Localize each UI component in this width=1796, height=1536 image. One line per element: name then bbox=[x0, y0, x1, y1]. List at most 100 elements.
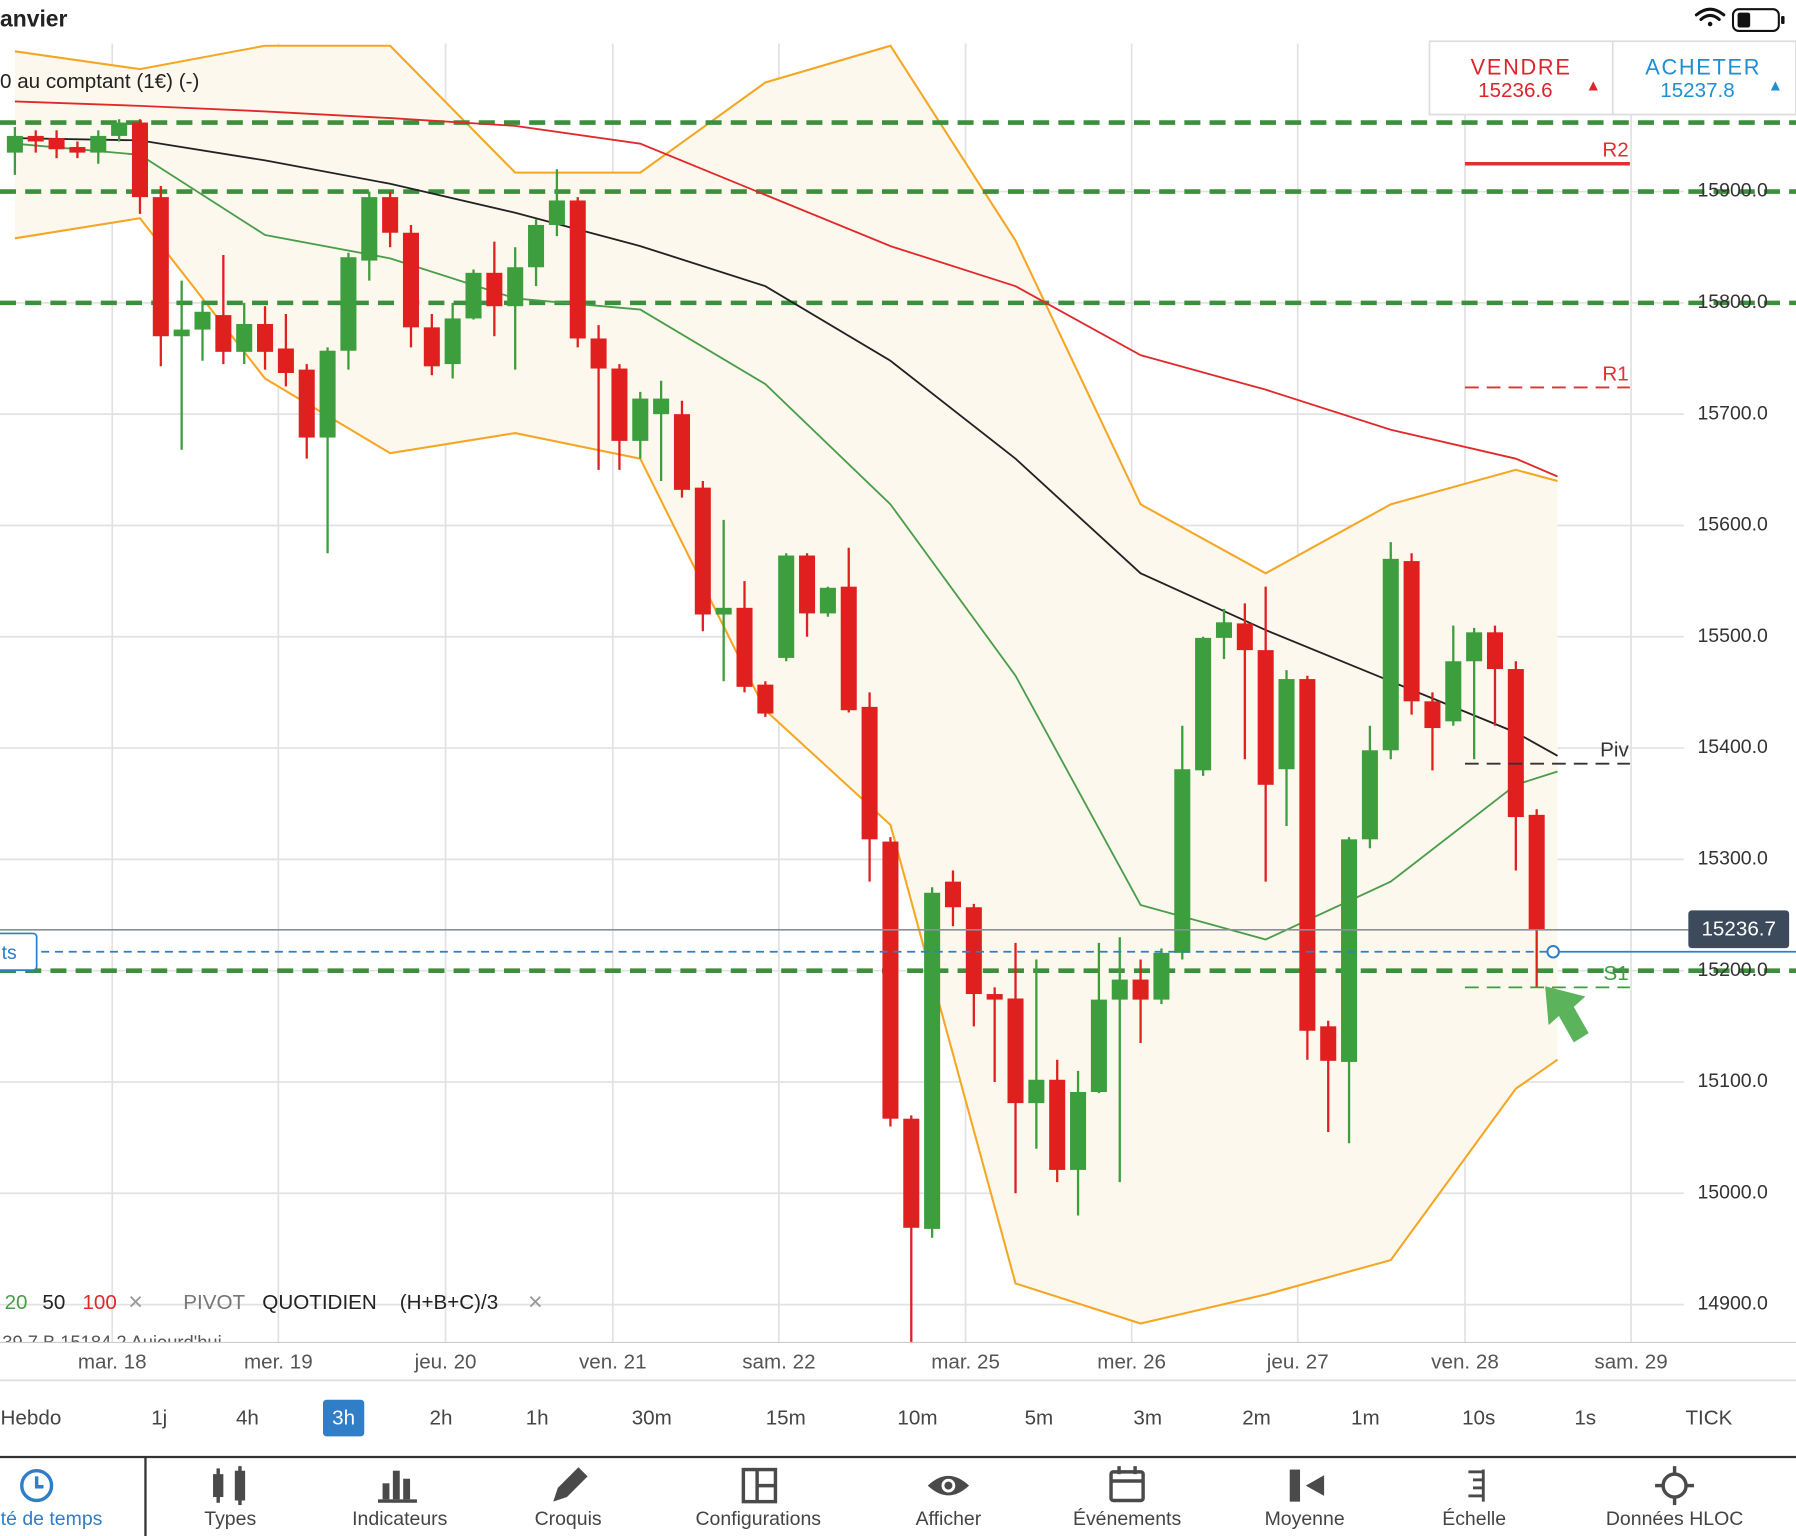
legend-remove[interactable]: × bbox=[528, 1288, 543, 1316]
x-tick-label: mar. 18 bbox=[78, 1350, 147, 1373]
candle-body bbox=[1153, 952, 1170, 1000]
timeframe-option[interactable]: 15m bbox=[766, 1407, 806, 1430]
buy-button[interactable]: ACHETER 15237.8 bbox=[1645, 54, 1780, 102]
timeframe-option[interactable]: 5m bbox=[1025, 1407, 1054, 1430]
buy-price[interactable]: 15237.8 bbox=[1660, 79, 1735, 102]
buy-label[interactable]: ACHETER bbox=[1645, 54, 1761, 79]
average-icon bbox=[1289, 1469, 1325, 1502]
legend-entry[interactable]: 50 bbox=[42, 1291, 65, 1314]
candle-body bbox=[173, 329, 190, 337]
toolbar-button[interactable]: Échelle bbox=[1442, 1507, 1506, 1530]
toolbar-button[interactable]: Données HLOC bbox=[1606, 1508, 1743, 1530]
timeframe-option[interactable]: 10m bbox=[897, 1407, 937, 1430]
legend-entry[interactable]: 100 bbox=[82, 1291, 116, 1314]
plot-area bbox=[0, 44, 1796, 1343]
candle-body bbox=[1466, 632, 1483, 662]
order-tag[interactable] bbox=[0, 932, 38, 971]
trade-panel: VENDRE 15236.6 ACHETER 15237.8 bbox=[1428, 40, 1796, 116]
candle-body bbox=[1111, 979, 1128, 1000]
legend-pivot[interactable]: QUOTIDIEN bbox=[262, 1291, 377, 1314]
candle-body bbox=[236, 324, 253, 352]
timeframe-option[interactable]: 1s bbox=[1574, 1407, 1596, 1430]
timeframe-option[interactable]: 3h bbox=[332, 1407, 355, 1430]
y-tick-label: 15900.0 bbox=[1697, 180, 1768, 202]
crosshair-icon bbox=[1655, 1466, 1695, 1506]
y-tick-label: 15800.0 bbox=[1697, 291, 1768, 313]
x-tick-label: jeu. 20 bbox=[414, 1350, 477, 1373]
candle-body bbox=[507, 267, 524, 307]
candle-body bbox=[1215, 622, 1233, 638]
candle-body bbox=[1341, 839, 1358, 1062]
timeframe-option[interactable]: 1m bbox=[1351, 1407, 1380, 1430]
timeframe-option[interactable]: 1h bbox=[526, 1407, 549, 1430]
bollinger-fill bbox=[14, 45, 1558, 1324]
candle-body bbox=[715, 607, 732, 615]
bollinger-lower bbox=[14, 217, 1559, 1325]
y-tick-label: 15100.0 bbox=[1697, 1070, 1768, 1092]
sell-button[interactable]: VENDRE 15236.6 bbox=[1471, 54, 1598, 102]
candle-body bbox=[111, 122, 128, 136]
toolbar-button[interactable]: Événements bbox=[1073, 1507, 1181, 1530]
y-tick-label: 15200.0 bbox=[1697, 959, 1768, 981]
moving-average bbox=[14, 137, 1558, 757]
candle-body bbox=[257, 324, 274, 352]
legend-entry[interactable]: 20 bbox=[5, 1291, 28, 1314]
candle-body bbox=[1195, 637, 1212, 771]
candle-body bbox=[548, 200, 565, 225]
legend-pivot[interactable]: (H+B+C)/3 bbox=[400, 1291, 499, 1314]
candle-body bbox=[757, 684, 774, 714]
candle-body bbox=[1424, 701, 1441, 729]
candle-body bbox=[152, 197, 169, 337]
timeframe-option[interactable]: 1j bbox=[151, 1407, 167, 1430]
timeframe-option[interactable]: 30m bbox=[632, 1407, 672, 1430]
instrument-name: 0 au comptant (1€) (-) bbox=[0, 70, 199, 93]
candle-body bbox=[319, 350, 336, 438]
timeframe-option[interactable]: 2h bbox=[430, 1407, 453, 1430]
timeframe-option[interactable]: 4h bbox=[236, 1407, 259, 1430]
toolbar-button[interactable]: té de temps bbox=[1, 1508, 103, 1530]
candle-body bbox=[1299, 679, 1316, 1031]
scale-icon bbox=[1468, 1469, 1485, 1502]
sell-label[interactable]: VENDRE bbox=[1471, 54, 1572, 79]
y-tick-label: 15500.0 bbox=[1697, 625, 1768, 647]
toolbar-button[interactable]: Indicateurs bbox=[352, 1508, 447, 1530]
toolbar-icons bbox=[20, 1466, 1695, 1506]
candle-body bbox=[1174, 769, 1191, 953]
candle-body bbox=[1528, 814, 1545, 930]
timeframe-option[interactable]: 3m bbox=[1133, 1407, 1162, 1430]
candle-body bbox=[131, 122, 148, 198]
timeframe-option[interactable]: 2m bbox=[1242, 1407, 1271, 1430]
candle-body bbox=[1486, 632, 1504, 670]
timeframe-option[interactable]: TICK bbox=[1685, 1407, 1732, 1430]
candle-body bbox=[924, 892, 941, 1229]
legend-pivot[interactable]: PIVOT bbox=[183, 1291, 245, 1314]
toolbar-button[interactable]: Afficher bbox=[916, 1508, 982, 1530]
order-handle[interactable] bbox=[1546, 944, 1560, 959]
candle-body bbox=[382, 197, 399, 233]
calendar-icon bbox=[1109, 1466, 1145, 1503]
status-bar bbox=[0, 0, 1796, 42]
timeframe-option[interactable]: 10s bbox=[1462, 1407, 1495, 1430]
toolbar-button[interactable]: Types bbox=[204, 1508, 256, 1530]
config-icon bbox=[741, 1467, 778, 1504]
candle-body bbox=[90, 135, 107, 153]
candle-body bbox=[944, 881, 961, 908]
y-tick-label: 15400.0 bbox=[1697, 736, 1768, 758]
sell-arrow bbox=[1588, 81, 1598, 91]
x-tick-label: jeu. 27 bbox=[1266, 1350, 1329, 1373]
legend-remove[interactable]: × bbox=[128, 1288, 143, 1316]
overlay: mar. 18 mer. 19 jeu. 20 ven. 21 sam. 22 mar. … bbox=[0, 139, 1796, 1373]
candle-body bbox=[528, 224, 545, 268]
order-tag-label[interactable]: ts bbox=[2, 942, 17, 964]
timeframe-option[interactable]: Hebdo bbox=[1, 1407, 62, 1430]
toolbar-button[interactable]: Croquis bbox=[535, 1508, 602, 1530]
toolbar-button[interactable]: Moyenne bbox=[1265, 1508, 1345, 1530]
toolbar: té de temps Types Indicateurs Croquis Config… bbox=[1, 1507, 1744, 1530]
candle-body bbox=[986, 994, 1003, 1000]
indicators-icon bbox=[377, 1470, 417, 1503]
candle-body bbox=[69, 147, 86, 153]
buy-arrow bbox=[1770, 81, 1780, 91]
candle-body bbox=[465, 272, 482, 319]
toolbar-button[interactable]: Configurations bbox=[695, 1508, 821, 1530]
sell-price[interactable]: 15236.6 bbox=[1478, 79, 1553, 102]
